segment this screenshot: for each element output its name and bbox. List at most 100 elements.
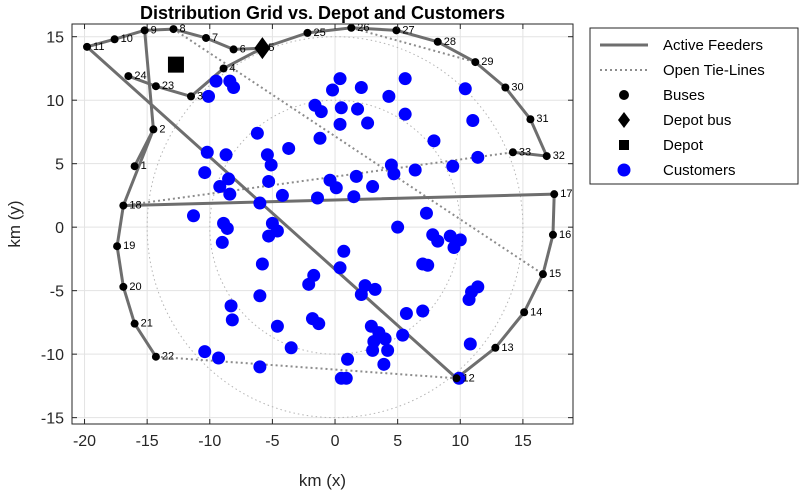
customer-point xyxy=(447,240,461,254)
x-tick-label: 5 xyxy=(393,433,402,450)
x-tick-label: -10 xyxy=(198,433,221,450)
bus-point xyxy=(113,242,122,251)
bus-point xyxy=(119,282,128,291)
bus-label: 20 xyxy=(129,281,141,293)
chart-title: Distribution Grid vs. Depot and Customer… xyxy=(140,3,505,23)
bus-label: 12 xyxy=(463,372,475,384)
customers xyxy=(186,72,485,385)
customer-point xyxy=(349,169,363,183)
feeder-line xyxy=(154,84,193,98)
customer-point xyxy=(398,107,412,121)
customer-point xyxy=(337,244,351,258)
bus-label: 31 xyxy=(536,113,548,125)
bus-label: 28 xyxy=(444,36,456,48)
feeder-line xyxy=(113,28,147,41)
bus-point xyxy=(140,26,149,35)
customer-point xyxy=(333,261,347,275)
feeder-line xyxy=(121,285,137,326)
x-tick-label: 10 xyxy=(451,433,469,450)
customer-point xyxy=(270,319,284,333)
bus-label: 13 xyxy=(501,342,513,354)
feeder-line xyxy=(473,60,507,89)
tie-line xyxy=(155,355,457,380)
customer-point xyxy=(333,117,347,131)
x-tick-label: -5 xyxy=(265,433,279,450)
customer-point xyxy=(255,257,269,271)
customer-point xyxy=(202,89,216,103)
customer-point xyxy=(382,89,396,103)
feeder-line xyxy=(85,45,459,380)
bus-point xyxy=(229,45,238,54)
customer-point xyxy=(314,105,328,119)
y-tick-label: -10 xyxy=(41,347,64,364)
bus-point xyxy=(550,190,559,199)
feeder-line xyxy=(143,28,155,131)
customer-point xyxy=(431,234,445,248)
customer-point xyxy=(213,180,227,194)
customer-point xyxy=(312,317,326,331)
customer-point xyxy=(270,224,284,238)
feeder-line xyxy=(551,192,556,237)
bus-point xyxy=(347,23,356,32)
customer-point xyxy=(427,134,441,148)
legend-label: Open Tie-Lines xyxy=(663,62,765,79)
bus-label: 6 xyxy=(240,43,246,55)
active-feeders xyxy=(85,26,556,380)
legend-label: Customers xyxy=(663,162,736,179)
bus-point xyxy=(219,64,228,73)
customer-point xyxy=(260,148,274,162)
customer-point xyxy=(354,80,368,94)
customer-point xyxy=(466,114,480,128)
feeder-line xyxy=(143,27,175,32)
customer-point xyxy=(387,167,401,181)
customer-point xyxy=(421,258,435,272)
bus-label: 30 xyxy=(511,81,523,93)
customer-point xyxy=(377,357,391,371)
feeder-line xyxy=(260,31,309,50)
feeder-line xyxy=(349,26,398,32)
customer-point xyxy=(333,72,347,86)
bus-label: 1 xyxy=(141,160,147,172)
distance-ring xyxy=(209,99,461,355)
feeder-line xyxy=(305,26,353,35)
bus-label: 17 xyxy=(560,188,572,200)
bus-point xyxy=(151,352,160,361)
bus-label: 4 xyxy=(230,62,236,74)
customer-point xyxy=(458,82,472,96)
customer-point xyxy=(396,328,410,342)
customer-point xyxy=(198,345,212,359)
customer-point xyxy=(282,141,296,155)
bus-point xyxy=(130,319,139,328)
legend-swatch-circle xyxy=(617,163,631,177)
feeder-line xyxy=(394,28,440,44)
customer-point xyxy=(366,180,380,194)
customer-point xyxy=(250,126,264,140)
bus-point xyxy=(392,26,401,35)
x-tick-label: 15 xyxy=(514,433,532,450)
customer-point xyxy=(222,172,236,186)
y-tick-label: 5 xyxy=(55,157,64,174)
tie-line xyxy=(351,26,476,64)
tie-line xyxy=(123,151,514,207)
bus-label: 19 xyxy=(123,240,135,252)
feeder-line xyxy=(222,46,264,70)
bus-label: 14 xyxy=(530,306,542,318)
customer-point xyxy=(354,287,368,301)
customer-point xyxy=(366,343,380,357)
legend-label: Buses xyxy=(663,87,705,104)
distance-ring xyxy=(146,36,524,419)
customer-point xyxy=(223,187,237,201)
legend-label: Depot xyxy=(663,137,704,154)
customer-point xyxy=(378,332,392,346)
feeder-line xyxy=(204,36,236,51)
x-axis-label: km (x) xyxy=(299,471,346,490)
bus-label: 33 xyxy=(519,146,531,158)
feeder-line xyxy=(436,40,477,64)
y-tick-label: -15 xyxy=(41,411,64,428)
feeder-line xyxy=(493,310,526,350)
bus-label: 23 xyxy=(162,80,174,92)
bus-point xyxy=(538,270,547,279)
bus-point xyxy=(130,162,139,171)
customer-point xyxy=(227,80,241,94)
